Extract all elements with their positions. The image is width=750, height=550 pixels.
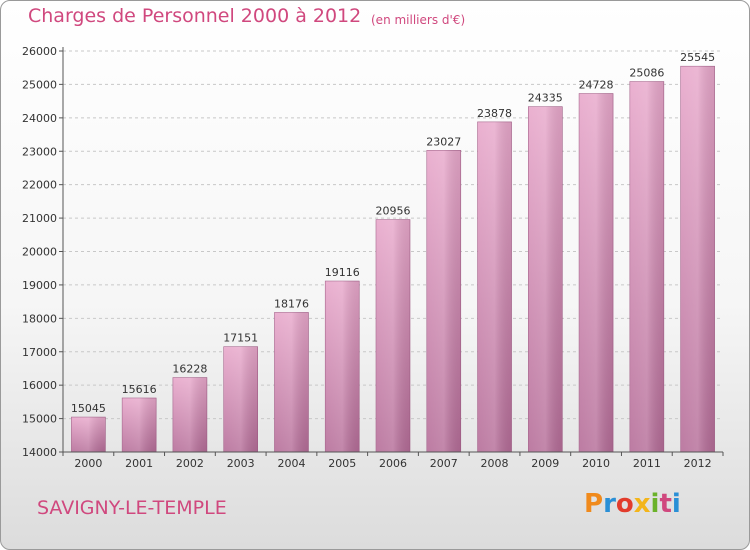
bars: [71, 65, 715, 453]
x-tick-label: 2000: [74, 457, 102, 470]
logo-letter: t: [659, 489, 672, 519]
bar-value-label: 23878: [477, 107, 512, 120]
x-tick-label: 2009: [531, 457, 559, 470]
x-tick-label: 2002: [176, 457, 204, 470]
bar-value-label: 24728: [579, 79, 614, 92]
y-tick-label: 24000: [22, 112, 57, 125]
y-tick-label: 16000: [22, 379, 57, 392]
bar-shine: [579, 93, 614, 453]
y-tick-label: 20000: [22, 246, 57, 259]
y-tick-label: 21000: [22, 212, 57, 225]
bar-shine: [680, 66, 715, 452]
x-tick-label: 2006: [379, 457, 407, 470]
y-tick-label: 26000: [22, 45, 57, 58]
chart-title: Charges de Personnel 2000 à 2012: [28, 5, 362, 27]
bar-shine: [325, 281, 360, 452]
x-tick-label: 2005: [328, 457, 356, 470]
x-tick-label: 2007: [430, 457, 458, 470]
bar-shine: [376, 219, 410, 452]
bar-value-label: 17151: [223, 332, 258, 345]
bar-value-label: 15616: [122, 383, 157, 396]
x-tick-label: 2012: [684, 457, 712, 470]
bar-shine: [172, 377, 207, 452]
y-tick-label: 15000: [22, 413, 57, 426]
logo-letter: r: [603, 489, 616, 519]
bar-shine: [71, 417, 106, 452]
bar-shine: [426, 150, 461, 452]
x-tick-label: 2011: [633, 457, 661, 470]
x-tick-label: 2004: [277, 457, 305, 470]
bar-value-label: 20956: [376, 205, 411, 218]
bar-shine: [528, 106, 563, 453]
bar-value-label: 18176: [274, 297, 309, 310]
y-tick-label: 17000: [22, 346, 57, 359]
labels: 14000 15000 16000 17000 18000 19000 20000 21000…: [22, 45, 715, 470]
bar-value-label: 15045: [71, 402, 106, 415]
bar-shine: [122, 397, 157, 452]
bar-value-label: 25545: [680, 51, 715, 64]
x-tick-label: 2008: [481, 457, 509, 470]
bar-shine: [629, 81, 664, 452]
bar-shine: [477, 121, 512, 453]
proxiti-logo[interactable]: Proxiti: [584, 489, 681, 519]
y-tick-label: 18000: [22, 312, 57, 325]
bar-value-label: 19116: [325, 266, 360, 279]
axes: [59, 47, 724, 456]
logo-letter: o: [615, 489, 634, 519]
logo-letter: x: [633, 489, 651, 519]
bar-value-label: 16228: [172, 363, 207, 376]
x-tick-label: 2001: [125, 457, 153, 470]
chart-subtitle: (en milliers d'€): [371, 13, 466, 27]
place-name: SAVIGNY-LE-TEMPLE: [37, 497, 227, 519]
x-tick-label: 2003: [227, 457, 255, 470]
logo-letter: P: [584, 489, 604, 519]
logo-letter: i: [650, 489, 660, 519]
y-tick-label: 23000: [22, 145, 57, 158]
y-tick-label: 22000: [22, 179, 57, 192]
bar-value-label: 23027: [426, 135, 461, 148]
x-tick-label: 2010: [582, 457, 610, 470]
logo-letter: i: [671, 489, 681, 519]
bar-shine: [274, 312, 309, 452]
bar-shine: [223, 346, 258, 452]
y-tick-label: 19000: [22, 279, 57, 292]
bar-value-label: 24335: [528, 92, 563, 105]
y-tick-label: 14000: [22, 446, 57, 459]
bar-value-label: 25086: [629, 67, 664, 80]
y-tick-label: 25000: [22, 78, 57, 91]
